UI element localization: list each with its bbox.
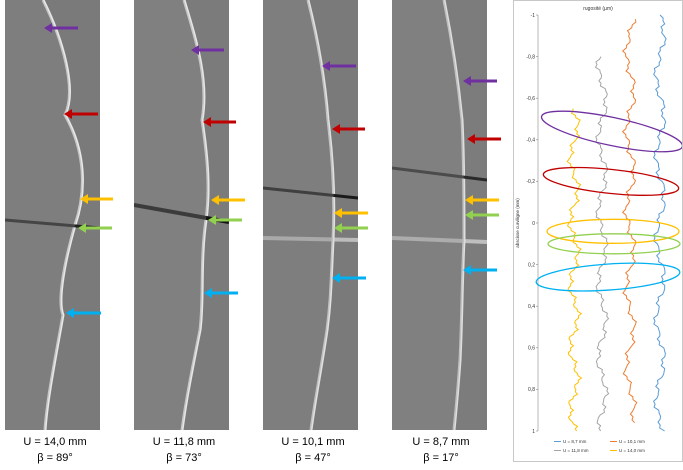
caption-panel-4: U = 8,7 mm β = 17° — [386, 434, 496, 466]
crack-image-3 — [263, 0, 358, 430]
caption-u-3: U = 10,1 mm — [281, 436, 345, 448]
caption-beta-2: β = 73° — [166, 452, 202, 464]
legend-label-2: U = 11,8 mm — [563, 448, 589, 453]
series-line-1 — [621, 19, 638, 424]
legend-label-0: U = 8,7 mm — [563, 439, 587, 444]
series-line-3 — [566, 108, 583, 432]
y-tick-label-9: 0,8 — [528, 387, 535, 393]
ellipse-0 — [540, 110, 683, 153]
ellipse-1 — [542, 166, 680, 196]
caption-u-2: U = 11,8 mm — [152, 436, 216, 448]
ellipse-4 — [535, 262, 681, 292]
y-tick-label-3: -0,4 — [526, 138, 535, 144]
roughness-chart: rugosité (µm) -1 -0,8 -0,6 -0,4 -0,2 0 0,2 0,4 0,… — [513, 0, 683, 462]
caption-panel-2: U = 11,8 mm β = 73° — [129, 434, 239, 466]
caption-beta-1: β = 89° — [37, 452, 73, 464]
ellipse-3 — [547, 233, 681, 255]
y-tick-label-1: -0,8 — [526, 54, 535, 60]
y-tick-label-0: -1 — [531, 13, 536, 19]
chart-title: rugosité (µm) — [583, 6, 613, 12]
y-tick-label-2: -0,6 — [526, 96, 535, 102]
crack-image-1 — [5, 0, 100, 430]
y-tick-label-8: 0,6 — [528, 346, 535, 352]
ellipse-2 — [546, 218, 680, 244]
y-tick-label-7: 0,4 — [528, 304, 535, 310]
caption-panel-1: U = 14,0 mm β = 89° — [0, 434, 110, 466]
crack-image-4 — [392, 0, 487, 430]
caption-panel-3: U = 10,1 mm β = 47° — [258, 434, 368, 466]
xray-panel-3 — [263, 0, 358, 430]
y-tick-label-5: 0 — [532, 221, 535, 227]
y-tick-label-6: 0,2 — [528, 262, 535, 268]
legend-label-3: U = 14,0 mm — [619, 448, 645, 453]
caption-u-1: U = 14,0 mm — [23, 436, 87, 448]
y-tick-label-10: 1 — [532, 429, 535, 435]
y-tick-label-4: -0,2 — [526, 179, 535, 185]
crack-image-2 — [134, 0, 229, 430]
caption-u-4: U = 8,7 mm — [412, 436, 470, 448]
caption-beta-3: β = 47° — [295, 452, 331, 464]
caption-beta-4: β = 17° — [423, 452, 459, 464]
legend-label-1: U = 10,1 mm — [619, 439, 645, 444]
y-axis-label: abscisse curviligne (mm) — [515, 198, 520, 248]
xray-panel-1 — [5, 0, 100, 430]
xray-panel-2 — [134, 0, 229, 430]
roughness-chart-svg: rugosité (µm) -1 -0,8 -0,6 -0,4 -0,2 0 0,2 0,4 0,… — [515, 6, 683, 453]
xray-panel-4 — [392, 0, 487, 430]
